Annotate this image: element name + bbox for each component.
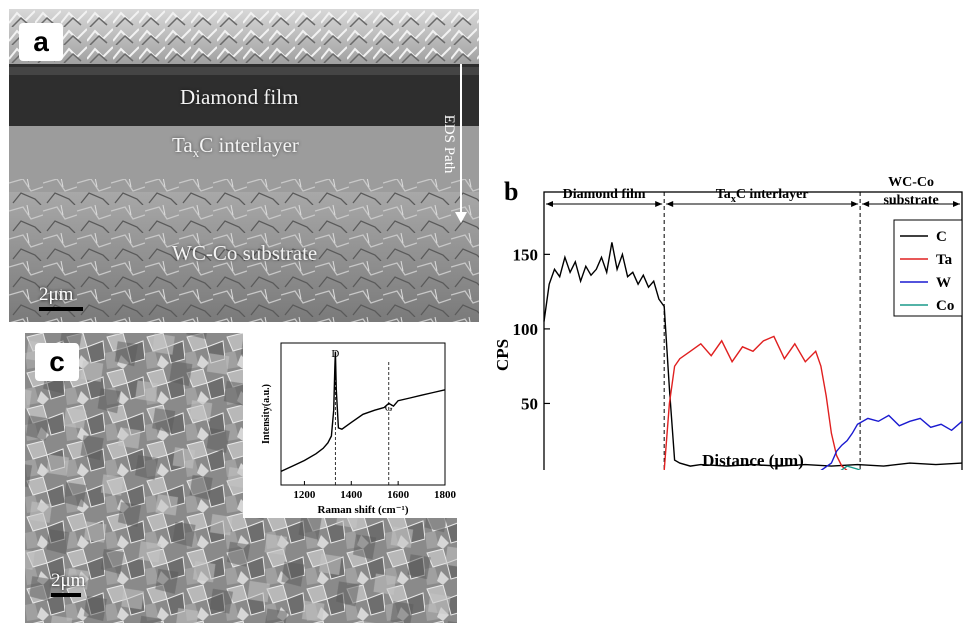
- panel-b-eds-linescan: Diamond film TaxC interlayer WC-Co substrat…: [486, 150, 966, 470]
- series-line-co: [840, 465, 862, 470]
- eds-path-label: EDS Path: [441, 115, 457, 174]
- raman-x-tick-label-1400: 1400: [340, 489, 363, 501]
- scalebar-c: [51, 593, 81, 597]
- legend-label-c: C: [936, 229, 947, 245]
- legend-label-co: Co: [936, 298, 954, 314]
- series-line-ta: [663, 335, 848, 470]
- y-tick-label-150: 150: [513, 245, 539, 264]
- raman-x-tick-label-1600: 1600: [387, 489, 410, 501]
- interlayer-label-rest: C interlayer: [199, 133, 299, 157]
- y-tick-label-50: 50: [521, 394, 538, 413]
- scalebar-a-label: 2μm: [39, 284, 74, 305]
- raman-chart: 1200 1400 1600 1800 Raman shift (cm⁻¹) Intens…: [261, 342, 457, 516]
- raman-peak-label-g: G: [385, 402, 393, 414]
- raman-plot-frame: [280, 342, 446, 486]
- region-arrowhead-left-1: [546, 201, 553, 207]
- legend-label-w: W: [936, 275, 951, 291]
- raman-x-axis-label: Raman shift (cm⁻¹): [318, 504, 409, 516]
- region-label-diamond: Diamond film: [563, 187, 646, 202]
- region-arrowhead-left-3: [862, 201, 870, 207]
- region-arrowhead-right-1: [655, 201, 663, 207]
- raman-y-axis-label: Intensity(a.u.): [261, 384, 272, 444]
- y-tick-label-0: 0: [530, 469, 539, 470]
- x-axis-label: Distance (μm): [702, 451, 804, 470]
- raman-inset: 1200 1400 1600 1800 Raman shift (cm⁻¹) Intens…: [243, 333, 457, 518]
- panel-c-sem-top-view: c 2μm 1200 1400 1600 1800 Raman shift (cm⁻¹)…: [25, 333, 457, 623]
- panel-letter-c: c: [35, 343, 79, 381]
- region-arrowhead-left-2: [666, 201, 674, 207]
- raman-peak-label-d: D: [331, 348, 339, 360]
- panel-letter-b: b: [504, 177, 518, 206]
- diamond-film-label: Diamond film: [180, 85, 299, 109]
- eds-plot-frame: [543, 191, 963, 470]
- raman-spectrum-line: [280, 351, 446, 473]
- raman-x-tick-label-1200: 1200: [293, 489, 316, 501]
- substrate-label: WC-Co substrate: [172, 241, 318, 265]
- series-line-w: [819, 414, 963, 470]
- interlayer-label-ta: Ta: [172, 133, 193, 157]
- panel-letter-a: a: [19, 23, 63, 61]
- series-line-c: [543, 242, 963, 467]
- panel-a-sem-cross-section: EDS Path a Diamond film TaxC interlayer …: [9, 9, 479, 322]
- region-label-interlayer: TaxC interlayer: [716, 187, 809, 205]
- interlayer-label: TaxC interlayer: [172, 133, 299, 161]
- scalebar-c-label: 2μm: [51, 570, 86, 591]
- region-label-substrate-2: substrate: [883, 193, 938, 208]
- y-axis-label: CPS: [493, 339, 512, 371]
- sem-cross-section-image: EDS Path: [9, 9, 479, 322]
- raman-x-tick-label-1800: 1800: [434, 489, 457, 501]
- legend-label-ta: Ta: [936, 252, 953, 268]
- interlayer-label-x: x: [192, 145, 200, 161]
- eds-path-arrowhead: [455, 212, 467, 223]
- y-tick-label-100: 100: [513, 320, 539, 339]
- region-arrowhead-right-2: [851, 201, 859, 207]
- scalebar-a: [39, 307, 83, 311]
- eds-chart: Diamond film TaxC interlayer WC-Co substrat…: [493, 175, 963, 470]
- region-arrowhead-right-3: [953, 201, 960, 207]
- region-label-substrate-1: WC-Co: [888, 175, 934, 190]
